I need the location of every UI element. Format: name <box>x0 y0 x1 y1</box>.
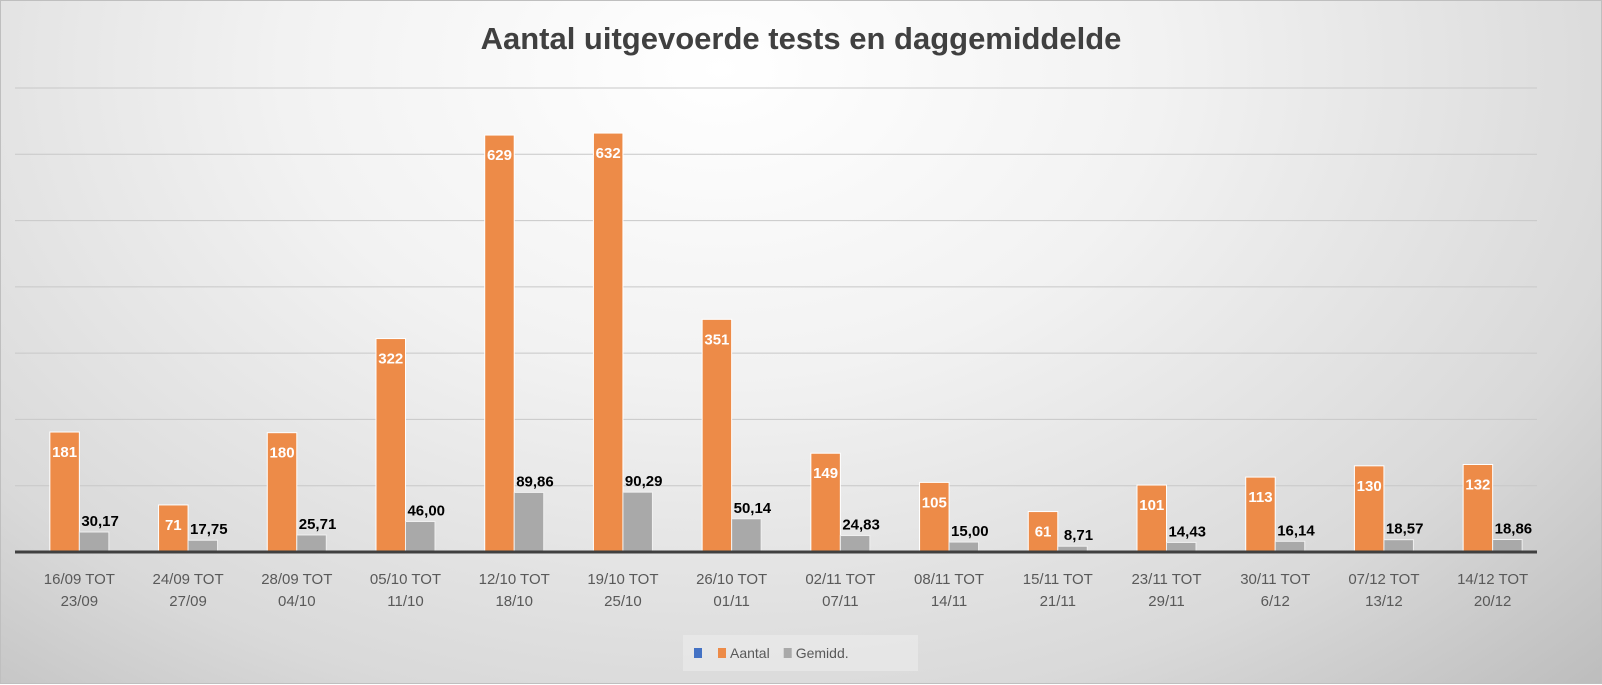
x-tick-label: 15/11 TOT <box>1023 571 1093 588</box>
x-tick-label: 30/11 TOT <box>1240 571 1310 588</box>
x-tick-label: 6/12 <box>1261 593 1290 610</box>
legend-swatch-gemidd <box>783 648 792 658</box>
data-label-aantal: 132 <box>1465 477 1490 494</box>
bar-gemidd <box>839 535 871 553</box>
data-label-aantal: 105 <box>922 494 947 511</box>
x-tick-label: 28/09 TOT <box>261 571 332 588</box>
x-tick-label: 01/11 <box>713 593 749 610</box>
bar-gemidd <box>1492 538 1523 553</box>
bar-aantal <box>484 134 515 553</box>
x-tick-label: 21/11 <box>1040 593 1076 610</box>
bar-aantal <box>1027 511 1059 553</box>
data-label-gemidd: 30,17 <box>81 513 119 530</box>
data-label-aantal: 130 <box>1357 478 1382 495</box>
chart-title: Aantal uitgevoerde tests en daggemiddeld… <box>480 21 1122 56</box>
bar-gemidd <box>296 534 327 553</box>
x-tick-label: 26/10 TOT <box>696 571 767 588</box>
data-label-aantal: 149 <box>813 465 838 482</box>
x-tick-label: 14/12 TOT <box>1457 571 1528 588</box>
legend-label: Aantal <box>730 645 770 661</box>
x-tick-label: 16/09 TOT <box>44 571 115 588</box>
legend-swatch-series1 <box>694 648 702 658</box>
x-tick-label: 11/10 <box>387 593 423 610</box>
bar-aantal <box>592 132 624 553</box>
data-label-gemidd: 46,00 <box>407 503 445 520</box>
x-tick-label: 02/11 TOT <box>805 571 875 588</box>
data-label-aantal: 71 <box>165 517 182 534</box>
bar-gemidd <box>187 539 219 553</box>
data-label-gemidd: 90,29 <box>625 473 663 490</box>
bar-gemidd <box>513 491 545 553</box>
bar-aantal <box>701 318 733 553</box>
bar-aantal <box>1462 464 1494 553</box>
bar-gemidd <box>405 521 436 553</box>
x-tick-label: 23/11 TOT <box>1131 571 1201 588</box>
data-label-gemidd: 16,14 <box>1277 522 1315 539</box>
data-label-gemidd: 15,00 <box>951 523 989 540</box>
data-label-aantal: 180 <box>270 445 295 462</box>
data-label-aantal: 101 <box>1139 497 1164 514</box>
bar-gemidd <box>731 518 762 553</box>
x-tick-label: 08/11 TOT <box>914 571 984 588</box>
data-label-aantal: 351 <box>704 331 729 348</box>
bar-aantal <box>1136 484 1167 553</box>
bar-gemidd <box>1383 539 1414 553</box>
bar-gemidd <box>1274 540 1306 553</box>
data-label-gemidd: 17,75 <box>190 521 228 538</box>
legend-swatch-aantal <box>718 648 726 658</box>
data-label-gemidd: 24,83 <box>842 517 880 534</box>
bar-aantal <box>810 452 841 553</box>
bar-aantal <box>158 504 189 553</box>
x-tick-label: 07/11 <box>822 593 858 610</box>
bar-aantal <box>919 481 950 553</box>
x-tick-label: 04/10 <box>278 593 316 610</box>
x-tick-label: 23/09 <box>61 593 99 610</box>
data-label-aantal: 113 <box>1248 489 1272 506</box>
x-tick-label: 18/10 <box>495 593 533 610</box>
x-tick-label: 12/10 TOT <box>479 571 550 588</box>
data-label-gemidd: 25,71 <box>299 516 337 533</box>
legend-label: Gemidd. <box>796 645 849 661</box>
data-label-aantal: 632 <box>596 145 621 162</box>
data-label-gemidd: 8,71 <box>1064 527 1093 544</box>
x-tick-label: 29/11 <box>1148 593 1184 610</box>
bar-aantal <box>49 431 80 553</box>
data-label-aantal: 322 <box>378 351 403 368</box>
data-label-gemidd: 18,57 <box>1386 521 1424 538</box>
x-tick-label: 19/10 TOT <box>587 571 658 588</box>
bar-gemidd <box>622 491 653 553</box>
x-tick-label: 27/09 <box>169 593 207 610</box>
x-tick-label: 25/10 <box>604 593 642 610</box>
bar-gemidd <box>78 531 110 553</box>
bar-aantal <box>375 338 406 553</box>
x-tick-label: 24/09 TOT <box>152 571 223 588</box>
x-tick-label: 07/12 TOT <box>1348 571 1419 588</box>
data-label-aantal: 181 <box>52 444 77 461</box>
x-tick-label: 20/12 <box>1474 593 1512 610</box>
x-tick-label: 05/10 TOT <box>370 571 441 588</box>
data-label-gemidd: 89,86 <box>516 473 554 490</box>
x-tick-label: 14/11 <box>931 593 967 610</box>
data-label-aantal: 61 <box>1035 524 1052 541</box>
x-tick-label: 13/12 <box>1365 593 1403 610</box>
data-label-gemidd: 50,14 <box>734 500 772 517</box>
data-label-aantal: 629 <box>487 147 512 164</box>
data-label-gemidd: 14,43 <box>1168 523 1206 540</box>
data-label-gemidd: 18,86 <box>1495 520 1533 537</box>
